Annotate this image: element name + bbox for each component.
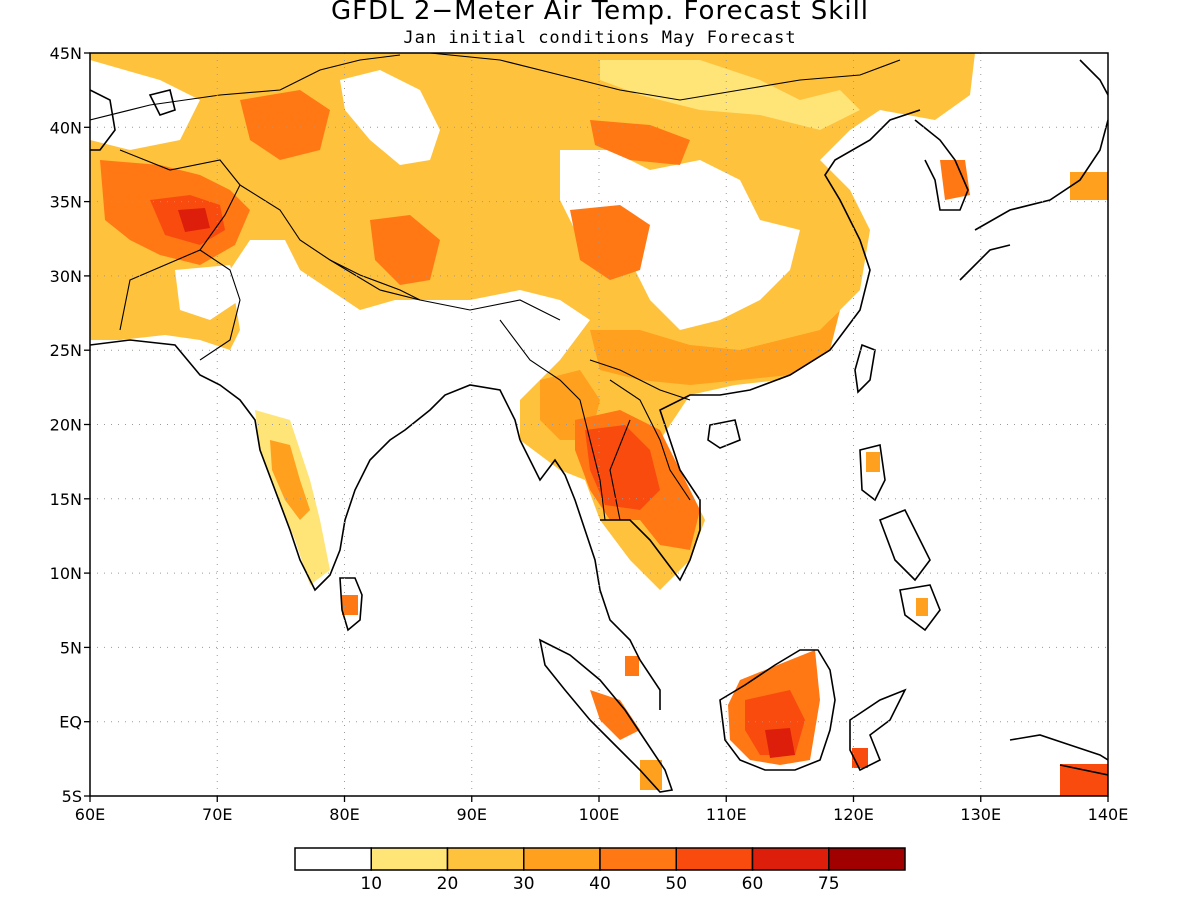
contour-patch-srilanka xyxy=(342,595,358,615)
coastline-korea xyxy=(914,119,969,211)
coastline-taiwan xyxy=(854,343,876,394)
contour-borneo-deep xyxy=(765,728,795,758)
colorbar-swatch xyxy=(370,847,449,871)
border-india-china xyxy=(239,184,561,321)
longitude-axis: 60E 70E 80E 90E 100E 110E 120E 130E 140E xyxy=(75,796,1129,824)
grid-lines xyxy=(90,53,1108,796)
x-tick-label: 100E xyxy=(579,805,620,824)
contour-patch-sumatra-south xyxy=(640,760,662,790)
contour-indochina-darkred xyxy=(585,425,660,510)
coastline-japan xyxy=(959,59,1108,281)
latitude-axis: 45N 40N 35N 30N 25N 20N 15N 10N 5N EQ 5S xyxy=(50,44,90,806)
contour-hole-kazakh xyxy=(90,60,200,150)
border-china-vietnam xyxy=(589,359,691,401)
x-tick-label: 130E xyxy=(960,805,1001,824)
border-kazakh-china xyxy=(90,54,401,121)
colorbar-swatch xyxy=(446,847,525,871)
contour-hole-tarim xyxy=(340,70,440,165)
coastline-caspian-aral xyxy=(90,89,176,151)
contour-orange-south-china xyxy=(590,310,840,385)
y-tick-label: 20N xyxy=(50,416,82,435)
colorbar-label: 75 xyxy=(818,874,840,894)
coastline-sulawesi xyxy=(849,688,907,772)
colorbar-swatch xyxy=(294,847,372,871)
chart-subtitle: Jan initial conditions May Forecast xyxy=(403,28,797,48)
border-mongolia xyxy=(429,53,901,101)
border-nepal xyxy=(329,259,421,301)
x-tick-label: 90E xyxy=(457,805,487,824)
colorbar-label: 30 xyxy=(513,874,535,894)
x-tick-label: 120E xyxy=(833,805,874,824)
y-tick-label: 10N xyxy=(50,564,82,583)
contour-patch-japan xyxy=(1070,172,1108,200)
country-borders xyxy=(90,53,901,521)
x-tick-label: 140E xyxy=(1088,805,1129,824)
y-tick-label: 45N xyxy=(50,44,82,63)
contour-light-mongolia xyxy=(600,60,860,130)
colorbar-label: 40 xyxy=(589,874,611,894)
coastline-borneo xyxy=(719,649,836,771)
contour-patch-newguinea xyxy=(1060,764,1108,796)
contour-hole-india-north xyxy=(175,265,240,320)
contour-hole-gobi xyxy=(560,150,800,330)
contour-patch-mindanao xyxy=(916,598,928,616)
x-tick-label: 70E xyxy=(202,805,232,824)
border-myanmar xyxy=(499,319,606,521)
contour-korea-red xyxy=(940,160,970,200)
x-tick-label: 60E xyxy=(75,805,105,824)
contour-north-band xyxy=(90,53,975,590)
colorbar: 10 20 30 40 50 60 75 xyxy=(294,847,906,894)
contour-tibet-red xyxy=(370,215,440,285)
colorbar-swatch xyxy=(523,847,601,871)
chart-title: GFDL 2−Meter Air Temp. Forecast Skill xyxy=(330,0,870,26)
contour-pakistan-deep xyxy=(178,208,210,232)
y-tick-label: 25N xyxy=(50,341,82,360)
colorbar-swatch xyxy=(751,847,830,871)
y-tick-label: 15N xyxy=(50,490,82,509)
contour-orange-india-coast xyxy=(270,440,310,520)
coastlines xyxy=(90,59,1108,793)
colorbar-label: 10 xyxy=(360,874,382,894)
colorbar-label: 60 xyxy=(742,874,764,894)
x-tick-label: 80E xyxy=(329,805,359,824)
contour-mongolia-red xyxy=(590,120,690,165)
colorbar-label: 20 xyxy=(437,874,459,894)
y-tick-label: 40N xyxy=(50,118,82,137)
coastline-india xyxy=(90,339,521,592)
y-tick-label: 5N xyxy=(60,638,82,657)
contour-kyrgyz xyxy=(240,90,330,160)
colorbar-label: 50 xyxy=(665,874,687,894)
y-tick-label: 30N xyxy=(50,267,82,286)
coastline-newguinea xyxy=(1009,734,1108,776)
border-laos-vietnam xyxy=(609,379,691,521)
contour-patch-malaya xyxy=(625,656,639,676)
coastline-srilanka xyxy=(339,577,363,632)
y-tick-label: 5S xyxy=(62,787,82,806)
x-tick-label: 110E xyxy=(706,805,747,824)
y-tick-label: EQ xyxy=(59,713,82,732)
colorbar-swatch xyxy=(828,847,906,871)
contour-sumatra-red xyxy=(590,690,640,740)
colorbar-swatch xyxy=(675,847,754,871)
contour-sichuan-red xyxy=(570,205,650,280)
coastline-hainan xyxy=(707,419,741,449)
border-afghan-pak xyxy=(119,149,241,331)
coastline-indochina xyxy=(519,109,921,710)
border-india-pak xyxy=(199,249,241,361)
contour-patch-philippines xyxy=(866,452,880,472)
colorbar-swatch xyxy=(599,847,677,871)
y-tick-label: 35N xyxy=(50,193,82,212)
coastline-philippines xyxy=(859,444,941,632)
coastline-sumatra xyxy=(538,638,674,793)
skill-contour-fills xyxy=(90,53,1108,796)
